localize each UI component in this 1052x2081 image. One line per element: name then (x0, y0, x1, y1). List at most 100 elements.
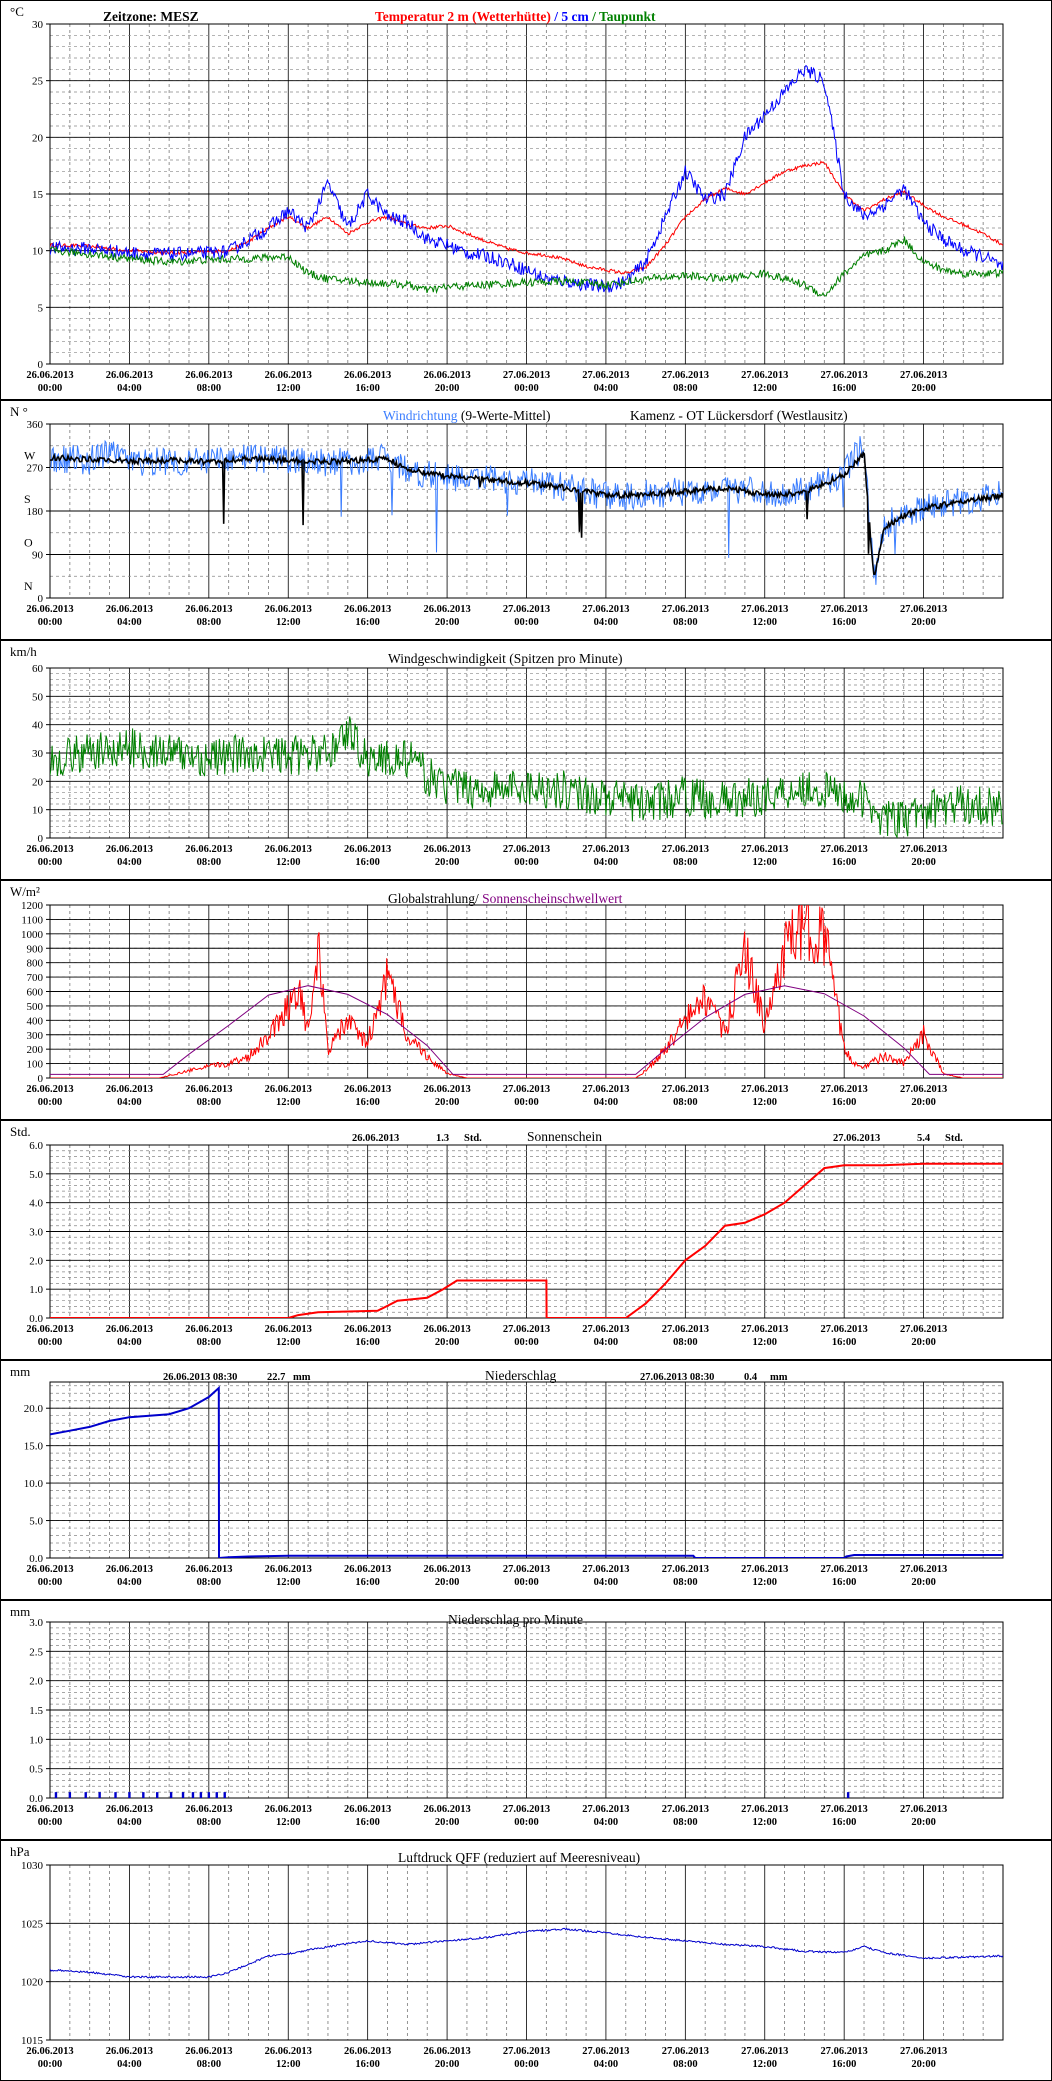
x-tick-time: 16:00 (355, 857, 380, 868)
x-tick-time: 20:00 (435, 1577, 460, 1588)
x-tick-date: 27.06.2013 (900, 1084, 947, 1095)
y-tick-label: 3.0 (29, 1227, 43, 1239)
x-tick-date: 26.06.2013 (26, 1564, 73, 1575)
unit-label: °C (10, 4, 24, 19)
y-tick-label: 4.0 (29, 1198, 43, 1210)
x-tick-time: 16:00 (832, 383, 857, 394)
precip-bar (98, 1792, 101, 1798)
x-tick-time: 04:00 (117, 857, 142, 868)
chart-global_radiation: 0 100 200 300 400 500 600 700 800 900 1000 1100 1200… (0, 880, 1052, 1120)
x-tick-date: 26.06.2013 (423, 370, 470, 381)
x-tick-date: 27.06.2013 (821, 2046, 868, 2057)
x-tick-date: 26.06.2013 (423, 2046, 470, 2057)
x-tick-time: 20:00 (911, 1817, 936, 1828)
x-tick-time: 00:00 (514, 1817, 539, 1828)
x-tick-date: 27.06.2013 (582, 1084, 629, 1095)
x-tick-time: 20:00 (435, 1097, 460, 1108)
y-tick-label: 800 (27, 958, 44, 970)
chart-precipitation: 0.0 5.0 10.0 15.0 20.0 26.06.2013 00:00 26.06.2… (0, 1360, 1052, 1600)
data-layer (50, 716, 1003, 838)
plot-area (49, 423, 1004, 599)
x-tick-date: 27.06.2013 (741, 2046, 788, 2057)
x-tick-time: 20:00 (911, 1097, 936, 1108)
x-tick-date: 26.06.2013 (185, 1804, 232, 1815)
x-tick-time: 16:00 (355, 1097, 380, 1108)
title-part: Sonnenscheinschwellwert (482, 891, 622, 906)
precip-bar (68, 1792, 72, 1798)
y-tick-label: 300 (27, 1030, 44, 1042)
x-tick-time: 16:00 (355, 617, 380, 628)
x-tick-time: 04:00 (117, 383, 142, 394)
x-tick-date: 27.06.2013 (900, 1804, 947, 1815)
x-tick-date: 27.06.2013 (821, 1324, 868, 1335)
x-tick-time: 20:00 (911, 2059, 936, 2070)
x-tick-time: 12:00 (276, 617, 301, 628)
precip-bar (846, 1792, 850, 1798)
x-tick-date: 27.06.2013 (662, 1564, 709, 1575)
plot-area (49, 1864, 1004, 2041)
x-tick-date: 27.06.2013 (821, 1084, 868, 1095)
x-tick-date: 27.06.2013 (662, 1084, 709, 1095)
x-tick-date: 26.06.2013 (344, 1084, 391, 1095)
x-tick-time: 04:00 (594, 383, 619, 394)
day-total-date: 27.06.2013 08:30 (640, 1372, 714, 1383)
x-tick-time: 04:00 (117, 1097, 142, 1108)
x-tick-date: 27.06.2013 (662, 2046, 709, 2057)
y-tick-label: 10.0 (24, 1478, 44, 1490)
x-tick-time: 00:00 (514, 383, 539, 394)
day-total-date: 26.06.2013 (352, 1133, 399, 1144)
day-total-date: 26.06.2013 08:30 (163, 1372, 237, 1383)
y-tick-label: 20 (32, 776, 44, 788)
y-tick-label: 1100 (21, 914, 43, 926)
plot-area (49, 23, 1004, 365)
x-tick-date: 27.06.2013 (821, 844, 868, 855)
x-tick-date: 26.06.2013 (26, 1324, 73, 1335)
x-tick-date: 27.06.2013 (662, 604, 709, 615)
title-part: Taupunkt (599, 9, 656, 24)
x-tick-time: 04:00 (594, 1577, 619, 1588)
series-line (50, 1162, 1003, 1318)
title-part: Globalstrahlung (388, 891, 475, 906)
x-tick-date: 26.06.2013 (344, 1564, 391, 1575)
x-tick-time: 20:00 (435, 2059, 460, 2070)
x-tick-date: 27.06.2013 (741, 1564, 788, 1575)
x-tick-date: 27.06.2013 (503, 2046, 550, 2057)
series-line (50, 716, 1003, 838)
x-tick-time: 20:00 (911, 617, 936, 628)
y-tick-label: 0.5 (29, 1764, 43, 1776)
title-part: Temperatur 2 m (Wetterhütte) (375, 9, 551, 24)
x-tick-time: 04:00 (594, 1337, 619, 1348)
y-tick-label: 0 (38, 1073, 44, 1085)
x-tick-time: 12:00 (753, 1337, 778, 1348)
day-total-date: 27.06.2013 (833, 1133, 880, 1144)
x-tick-time: 16:00 (832, 1097, 857, 1108)
x-tick-time: 00:00 (38, 857, 63, 868)
chart-wind_speed: 0 10 20 30 40 50 60 26.06.2013 00:00 26.06.2013 04… (0, 640, 1052, 880)
x-tick-date: 27.06.2013 (582, 2046, 629, 2057)
day-total-value: 1.3 (436, 1133, 449, 1144)
x-tick-time: 12:00 (753, 857, 778, 868)
unit-label: Std. (10, 1124, 31, 1139)
y-tick-label: 0.0 (29, 1553, 43, 1565)
x-tick-date: 26.06.2013 (26, 844, 73, 855)
x-tick-date: 27.06.2013 (900, 844, 947, 855)
x-tick-date: 26.06.2013 (344, 2046, 391, 2057)
x-tick-time: 08:00 (673, 617, 698, 628)
x-tick-date: 26.06.2013 (265, 2046, 312, 2057)
x-tick-time: 00:00 (514, 1337, 539, 1348)
x-tick-date: 26.06.2013 (106, 1564, 153, 1575)
day-total-unit: Std. (945, 1133, 963, 1144)
x-tick-time: 00:00 (514, 1097, 539, 1108)
data-layer (54, 1792, 850, 1798)
y-tick-label: 1020 (21, 1977, 44, 1989)
chart-title: Temperatur 2 m (Wetterhütte) / 5 cm / Ta… (375, 9, 656, 24)
x-tick-time: 12:00 (753, 383, 778, 394)
x-tick-time: 12:00 (276, 857, 301, 868)
day-total-unit: mm (770, 1372, 788, 1383)
day-total-unit: mm (293, 1372, 311, 1383)
x-tick-time: 12:00 (276, 1577, 301, 1588)
x-tick-date: 26.06.2013 (185, 370, 232, 381)
x-tick-time: 12:00 (276, 1097, 301, 1108)
x-tick-date: 26.06.2013 (423, 1084, 470, 1095)
x-tick-time: 00:00 (38, 383, 63, 394)
